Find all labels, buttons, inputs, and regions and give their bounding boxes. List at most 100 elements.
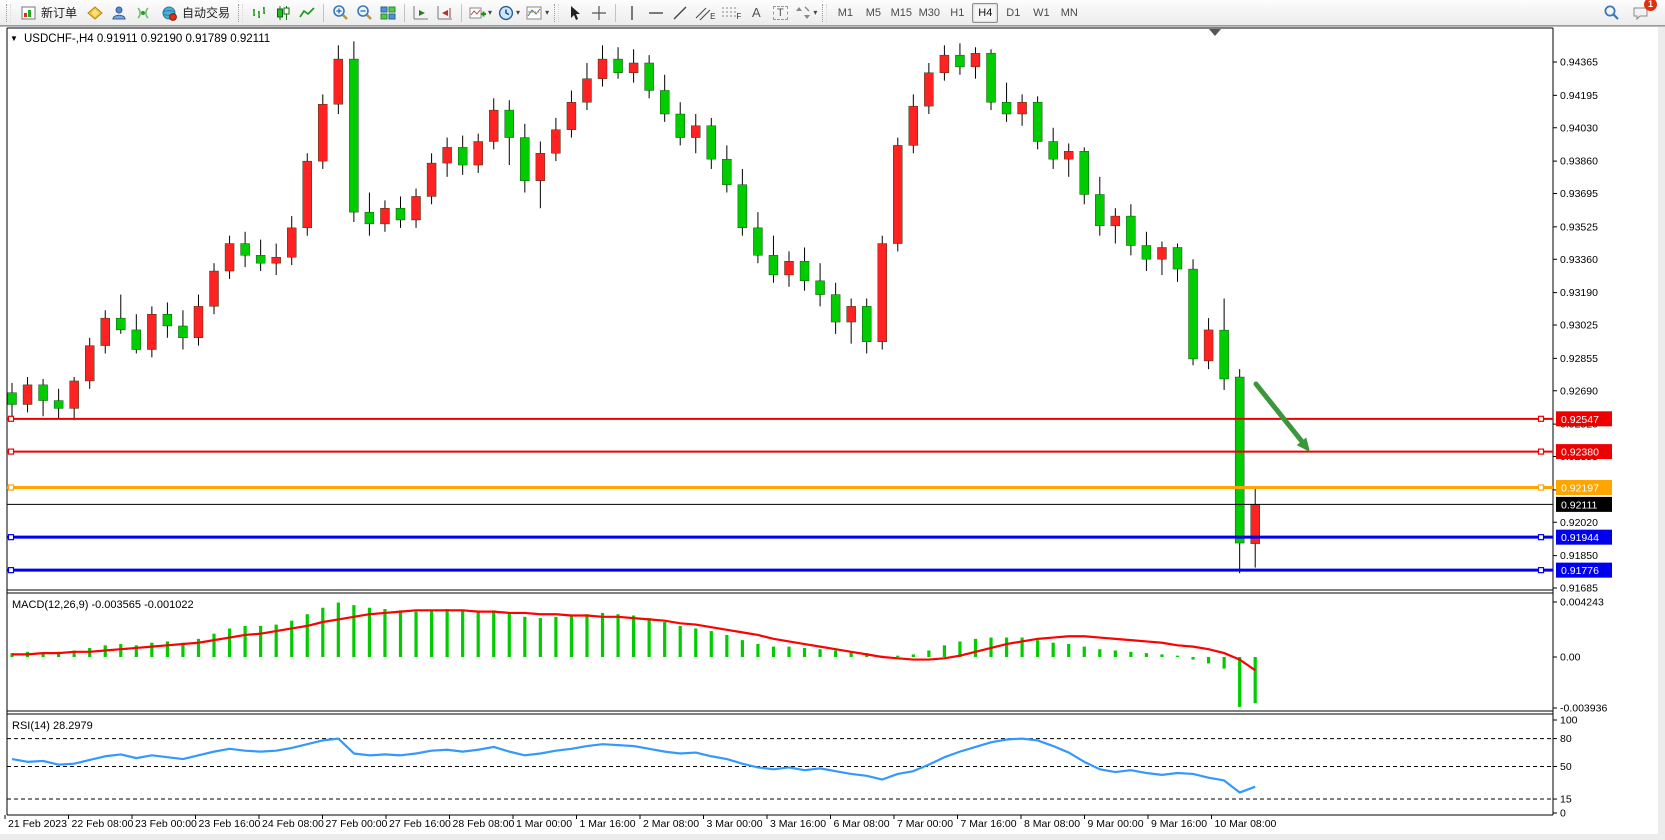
- rsi-axis-label: 100: [1560, 715, 1578, 727]
- tile-windows-button[interactable]: [376, 2, 400, 24]
- timeframe-button-M30[interactable]: M30: [918, 6, 941, 19]
- crosshair-tool-button[interactable]: [587, 2, 611, 24]
- timeframe-button-H4[interactable]: H4: [972, 2, 999, 23]
- candle-up: [784, 261, 794, 276]
- chart-shift-marker-icon[interactable]: [1209, 29, 1221, 36]
- chart-background: [0, 27, 1665, 840]
- macd-histogram-bar: [41, 653, 45, 657]
- toolbar-grip[interactable]: [822, 3, 828, 22]
- hline-handle[interactable]: [1537, 415, 1545, 422]
- price-label-resistance: [1556, 411, 1612, 427]
- timeframe-button-M5[interactable]: M5: [865, 6, 881, 19]
- timeframe-button-MN[interactable]: MN: [1060, 6, 1078, 19]
- crosshair-icon: [592, 5, 607, 20]
- macd-histogram-bar: [911, 654, 915, 657]
- macd-axis-label: 0.004243: [1560, 597, 1604, 609]
- hline-handle[interactable]: [1537, 448, 1545, 455]
- search-button[interactable]: [1599, 2, 1623, 24]
- macd-histogram-bar: [507, 612, 511, 657]
- chart-shift-button[interactable]: [433, 2, 457, 24]
- bar-chart-mode-button[interactable]: [247, 2, 271, 24]
- auto-scroll-button[interactable]: [409, 2, 433, 24]
- zoom-out-button[interactable]: [352, 2, 376, 24]
- candle-down: [1001, 102, 1012, 115]
- toolbar: 新订单 自动交: [0, 0, 1665, 25]
- candle-up: [287, 227, 297, 258]
- hline-handle[interactable]: [7, 448, 15, 455]
- toolbar-grip[interactable]: [238, 3, 244, 22]
- macd-histogram-bar: [150, 642, 154, 657]
- macd-histogram-bar: [1004, 637, 1009, 657]
- price-tick-label: 0.92855: [1560, 353, 1598, 365]
- zoom-in-button[interactable]: [328, 2, 352, 24]
- hline-handle[interactable]: [7, 415, 15, 422]
- candle-down: [613, 58, 623, 73]
- profile-icon: [112, 6, 126, 19]
- timeframe-button-M1[interactable]: M1: [837, 6, 853, 19]
- profile-button[interactable]: [107, 2, 131, 24]
- candle-down: [986, 52, 996, 103]
- macd-histogram-bar: [632, 615, 636, 657]
- toolbar-edge: [0, 25, 1665, 27]
- line-chart-mode-button[interactable]: [295, 2, 319, 24]
- hline-handle[interactable]: [1537, 484, 1545, 491]
- chart-area[interactable]: 0.94365 0.94195 0.94030 0.93860 0.93695 0.935…: [0, 27, 1665, 840]
- toolbar-grip[interactable]: [6, 3, 11, 22]
- templates-button[interactable]: ▾: [523, 2, 552, 24]
- text-label-tool-button[interactable]: T: [768, 2, 792, 24]
- timeframe-button-H1[interactable]: H1: [950, 6, 965, 19]
- dropdown-caret-icon: ▾: [813, 8, 818, 17]
- channel-tool-button[interactable]: E: [692, 2, 718, 24]
- candle-up: [84, 345, 95, 382]
- candle-up: [147, 314, 157, 350]
- notifications-button[interactable]: 1: [1629, 0, 1657, 24]
- hline-handle[interactable]: [7, 567, 15, 574]
- candle-up: [566, 102, 577, 130]
- toolbar-grip[interactable]: [554, 3, 560, 22]
- horizontal-line-tool-button[interactable]: [644, 2, 668, 24]
- auto-trading-button[interactable]: 自动交易: [155, 2, 236, 24]
- tile-windows-icon: [380, 6, 396, 19]
- toolbar-separator: [615, 3, 617, 22]
- macd-histogram-bar: [1020, 637, 1024, 657]
- new-order-button[interactable]: 新订单: [15, 2, 83, 24]
- text-tool-button[interactable]: A: [744, 2, 768, 24]
- hline-handle[interactable]: [1537, 534, 1545, 541]
- trend-arrow-annotation[interactable]: [1253, 381, 1307, 447]
- candle-down: [1079, 151, 1089, 195]
- timeframe-button-W1[interactable]: W1: [1033, 6, 1050, 19]
- hline-handle[interactable]: [7, 534, 15, 541]
- indicators-button[interactable]: ▾: [466, 2, 495, 24]
- vertical-line-tool-button[interactable]: [620, 2, 644, 24]
- hline-handle[interactable]: [1537, 567, 1545, 574]
- price-label-text: 0.91944: [1561, 532, 1599, 544]
- signals-button[interactable]: [131, 2, 155, 24]
- candle-down: [675, 113, 685, 138]
- timeframe-button-D1[interactable]: D1: [1006, 6, 1021, 19]
- candle-down: [7, 392, 17, 405]
- hline-handle[interactable]: [7, 484, 15, 491]
- dropdown-caret-icon: ▾: [488, 8, 493, 17]
- trendline-tool-button[interactable]: [668, 2, 692, 24]
- candle-up: [1017, 102, 1027, 115]
- periods-button[interactable]: ▾: [495, 2, 523, 24]
- timeframe-group: M1 M5 M15 M30 H1 H4 D1 W1 MN: [831, 2, 1083, 23]
- cursor-tool-button[interactable]: [563, 2, 587, 24]
- deposit-button[interactable]: [83, 2, 107, 24]
- time-axis-label: 28 Feb 08:00: [453, 818, 515, 830]
- fibonacci-tool-button[interactable]: F: [718, 2, 744, 24]
- macd-histogram-bar: [119, 644, 123, 657]
- timeframe-button-M15[interactable]: M15: [890, 6, 913, 19]
- chart-title-collapse-icon: ▼: [10, 34, 18, 43]
- macd-histogram-bar: [802, 647, 807, 657]
- macd-histogram-bar: [554, 616, 558, 657]
- channel-tag: E: [710, 12, 716, 21]
- arrows-tool-button[interactable]: ▾: [792, 2, 820, 24]
- candlestick-icon: [277, 5, 290, 20]
- time-axis-label: 27 Feb 00:00: [326, 818, 388, 830]
- candle-up: [22, 384, 33, 405]
- candle-down: [768, 255, 779, 276]
- indicators-icon: [469, 7, 487, 18]
- candlestick-mode-button[interactable]: [271, 2, 295, 24]
- macd-histogram-bar: [165, 641, 169, 657]
